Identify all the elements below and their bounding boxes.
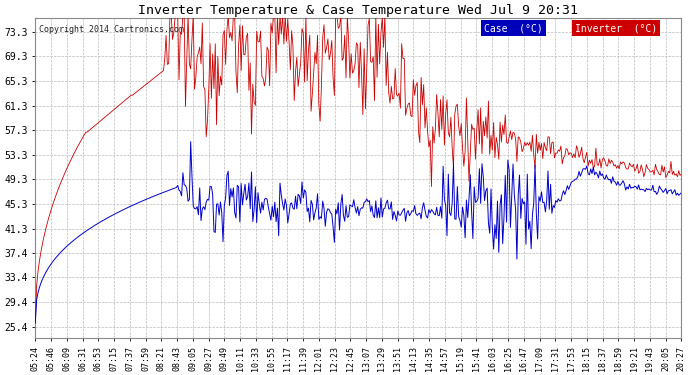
Text: Inverter  (°C): Inverter (°C) — [575, 23, 657, 33]
Text: Copyright 2014 Cartronics.com: Copyright 2014 Cartronics.com — [39, 25, 184, 34]
Title: Inverter Temperature & Case Temperature Wed Jul 9 20:31: Inverter Temperature & Case Temperature … — [138, 4, 578, 17]
Text: Case  (°C): Case (°C) — [484, 23, 543, 33]
